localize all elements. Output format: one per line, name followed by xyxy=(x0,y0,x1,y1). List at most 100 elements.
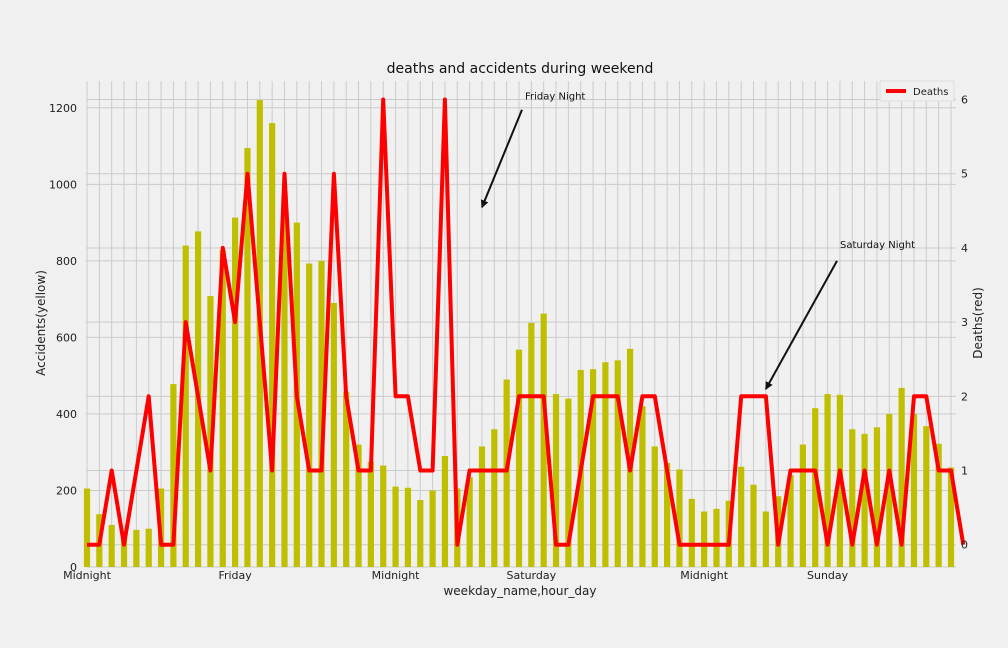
accident-bar xyxy=(404,487,412,567)
accident-bar xyxy=(232,217,239,567)
accident-bar xyxy=(787,475,794,567)
accident-bar xyxy=(528,322,535,567)
accident-bar xyxy=(219,250,226,567)
y-axis-left: 0 200 400 600 800 1000 1200 xyxy=(49,102,77,574)
x-tick-label: Midnight xyxy=(372,569,421,582)
accident-bar xyxy=(762,511,769,567)
accident-bar xyxy=(873,427,881,567)
accident-bar xyxy=(898,387,905,567)
accident-bar xyxy=(688,498,695,567)
annotation-text: Friday Night xyxy=(525,91,585,102)
accident-bar xyxy=(182,245,189,567)
accident-bar xyxy=(540,313,547,567)
accident-bar xyxy=(639,406,646,567)
accident-bar xyxy=(515,349,523,567)
annotations: Friday Night Saturday Night xyxy=(480,91,915,390)
accident-bar xyxy=(343,391,350,567)
accident-bar xyxy=(133,529,140,567)
accident-bar xyxy=(207,296,214,567)
y-tick-label-left: 1000 xyxy=(49,178,77,191)
chart-title: deaths and accidents during weekend xyxy=(387,61,654,77)
accident-bar xyxy=(120,538,128,567)
legend: Deaths xyxy=(879,80,955,102)
y-tick-label-left: 800 xyxy=(56,255,77,268)
accident-bar xyxy=(306,263,313,567)
accident-bar xyxy=(83,488,91,567)
accident-bar xyxy=(367,461,374,567)
accident-bar xyxy=(318,260,325,567)
x-tick-label: Midnight xyxy=(680,569,729,582)
accident-bar xyxy=(701,511,708,567)
accident-bar xyxy=(861,433,868,567)
accident-bar xyxy=(799,444,806,567)
accident-bar xyxy=(812,408,819,567)
accident-bar xyxy=(466,477,473,567)
accident-bar xyxy=(281,197,288,567)
accident-bar xyxy=(380,465,387,567)
accident-bar xyxy=(441,456,449,567)
accident-bar xyxy=(923,426,930,567)
legend-box xyxy=(879,80,955,102)
accident-bar xyxy=(589,369,597,567)
x-axis: Midnight Friday Midnight Saturday Midnight Su… xyxy=(63,569,849,582)
x-axis-label: weekday_name,hour_day xyxy=(443,584,596,598)
y-axis-left-label: Accidents(yellow) xyxy=(34,270,48,376)
accident-bar xyxy=(108,524,115,567)
accident-bar xyxy=(947,467,955,567)
accident-bar xyxy=(824,394,831,567)
y-axis-right-label: Deaths(red) xyxy=(971,287,985,359)
accident-bar xyxy=(664,462,671,567)
accident-bar xyxy=(676,469,683,567)
accident-bar xyxy=(910,413,918,567)
accident-bar xyxy=(651,446,658,567)
y-tick-label-right: 6 xyxy=(961,94,968,107)
legend-label-deaths: Deaths xyxy=(913,87,948,98)
accident-bar xyxy=(935,443,942,567)
line-series xyxy=(87,97,966,547)
accident-bar xyxy=(849,429,856,567)
accident-bar xyxy=(713,508,720,567)
accident-bar xyxy=(750,484,757,567)
y-tick-label-right: 4 xyxy=(961,242,968,255)
y-tick-label-right: 2 xyxy=(961,390,968,403)
y-axis-right: 0 1 2 3 4 5 6 xyxy=(961,94,968,552)
x-tick-label: Friday xyxy=(218,569,252,582)
accident-bar xyxy=(626,348,634,567)
accident-bar xyxy=(503,379,510,567)
y-tick-label-right: 5 xyxy=(961,168,968,181)
accident-bar xyxy=(145,528,152,567)
accident-bar xyxy=(886,413,893,567)
y-tick-label-left: 1200 xyxy=(49,102,77,115)
accident-bar xyxy=(330,302,337,567)
accident-bar xyxy=(429,490,436,567)
accident-bar xyxy=(614,360,621,567)
y-tick-label-left: 400 xyxy=(56,408,77,421)
accident-bar xyxy=(491,429,498,567)
accident-bar xyxy=(244,147,251,567)
accident-bar xyxy=(355,444,362,567)
accident-bar xyxy=(738,466,745,567)
y-tick-label-right: 0 xyxy=(961,539,968,552)
deaths-line xyxy=(87,97,966,547)
annotation-arrow xyxy=(480,109,523,209)
y-tick-label-left: 600 xyxy=(56,331,77,344)
annotation-text: Saturday Night xyxy=(840,240,915,251)
accident-bar xyxy=(269,123,276,568)
accident-bar xyxy=(392,486,399,567)
x-tick-label: Saturday xyxy=(507,569,557,582)
accident-bar xyxy=(565,398,572,567)
x-tick-label: Sunday xyxy=(807,569,849,582)
y-tick-label-right: 1 xyxy=(961,465,968,478)
y-tick-label-left: 0 xyxy=(70,561,77,574)
accident-bar xyxy=(602,362,609,567)
x-tick-label: Midnight xyxy=(63,569,112,582)
accident-bar xyxy=(552,394,560,567)
accident-bar xyxy=(478,446,486,567)
y-tick-label-right: 3 xyxy=(961,316,968,329)
accident-bar xyxy=(170,384,177,567)
annotation-arrow xyxy=(764,260,838,390)
y-tick-label-left: 200 xyxy=(56,484,77,497)
accident-bar xyxy=(417,500,424,567)
